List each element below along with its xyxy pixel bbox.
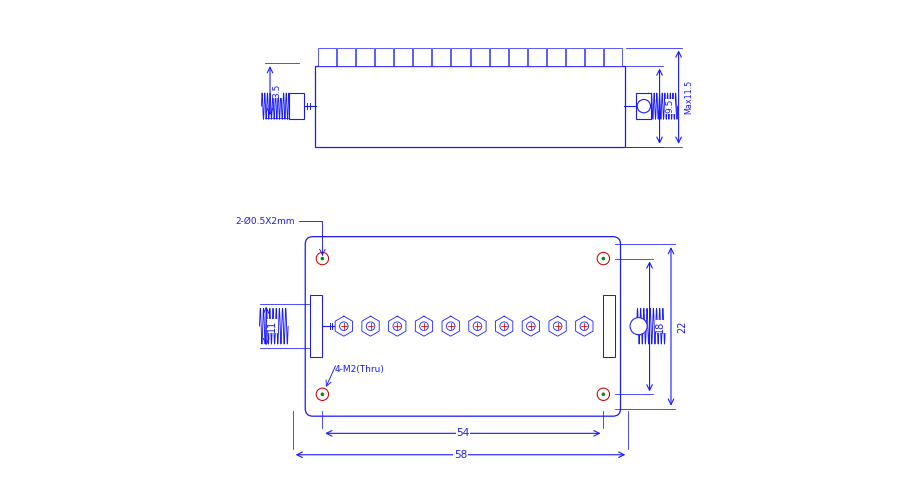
Circle shape — [597, 388, 610, 400]
Bar — [432, 47, 450, 66]
Circle shape — [500, 322, 508, 331]
Bar — [451, 47, 470, 66]
Bar — [289, 93, 304, 119]
Circle shape — [473, 322, 482, 331]
Circle shape — [637, 100, 650, 113]
Circle shape — [316, 388, 329, 400]
Circle shape — [321, 393, 324, 396]
Circle shape — [447, 322, 455, 331]
Bar — [337, 47, 356, 66]
Text: 54: 54 — [456, 428, 470, 438]
Circle shape — [321, 257, 324, 260]
Circle shape — [554, 322, 562, 331]
Text: 2-Ø0.5X2mm: 2-Ø0.5X2mm — [236, 217, 296, 226]
Bar — [375, 47, 393, 66]
Text: 3.5: 3.5 — [273, 83, 282, 98]
Bar — [414, 47, 431, 66]
Bar — [547, 47, 565, 66]
Bar — [528, 47, 546, 66]
Text: 58: 58 — [454, 450, 467, 460]
Bar — [318, 47, 336, 66]
Circle shape — [602, 257, 605, 260]
FancyBboxPatch shape — [305, 237, 621, 416]
Text: Max11.5: Max11.5 — [684, 80, 694, 114]
Bar — [394, 47, 413, 66]
Text: 4-M2(Thru): 4-M2(Thru) — [334, 365, 384, 374]
Circle shape — [340, 322, 348, 331]
Bar — [310, 295, 322, 357]
Circle shape — [527, 322, 535, 331]
Bar — [565, 47, 584, 66]
Text: 22: 22 — [678, 320, 688, 332]
Circle shape — [630, 318, 647, 335]
Text: 11: 11 — [267, 320, 277, 332]
Circle shape — [420, 322, 428, 331]
Bar — [508, 47, 527, 66]
Circle shape — [316, 252, 329, 265]
Bar — [490, 47, 507, 66]
Bar — [585, 47, 603, 66]
Bar — [635, 93, 651, 119]
Bar — [356, 47, 374, 66]
Bar — [315, 66, 624, 147]
Circle shape — [367, 322, 375, 331]
Bar — [471, 47, 489, 66]
Text: 18: 18 — [655, 320, 665, 332]
Circle shape — [580, 322, 589, 331]
Circle shape — [597, 252, 610, 265]
Bar — [603, 295, 615, 357]
Text: 9.5: 9.5 — [665, 99, 674, 114]
Bar — [604, 47, 622, 66]
Circle shape — [393, 322, 402, 331]
Circle shape — [602, 393, 605, 396]
